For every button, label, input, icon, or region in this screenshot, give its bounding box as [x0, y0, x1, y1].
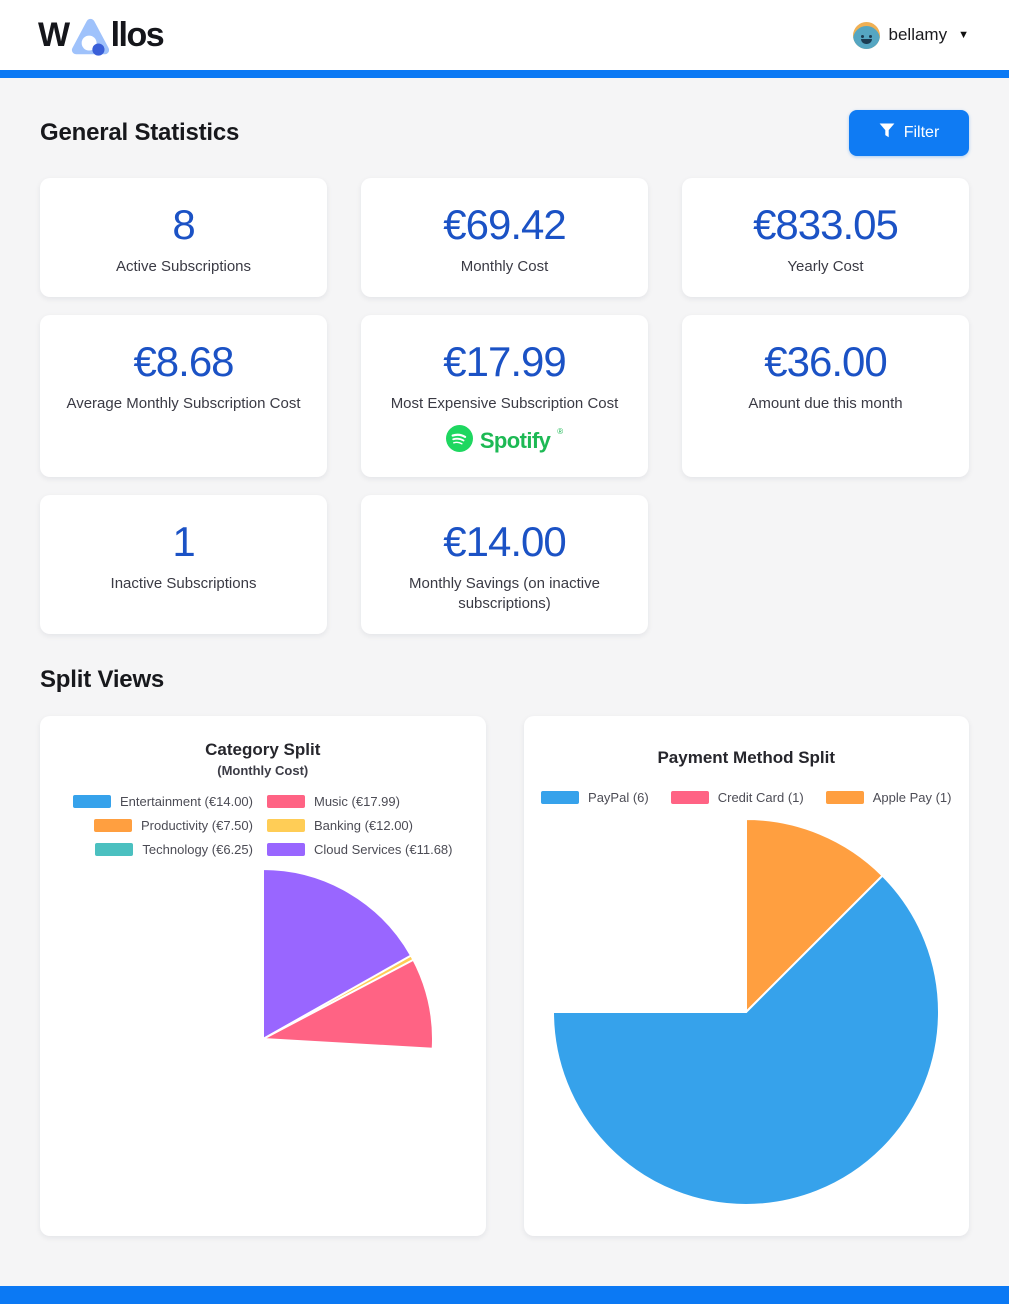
filter-button-label: Filter — [903, 124, 940, 141]
legend-label: Banking (€12.00) — [313, 818, 413, 834]
chart-subtitle: (Monthly Cost) — [217, 763, 309, 779]
bottom-accent-bar — [0, 1286, 1009, 1304]
app-header: W llos bellamy ▼ — [0, 0, 1009, 70]
wallos-logo[interactable]: W llos — [38, 12, 165, 58]
username: bellamy — [888, 25, 948, 44]
payment-method-pie-chart[interactable] — [551, 817, 941, 1207]
general-statistics-header: General Statistics Filter — [40, 110, 969, 156]
stat-label: Inactive Subscriptions — [110, 574, 257, 592]
chart-title: Payment Method Split — [657, 748, 836, 768]
payment-method-split-card: Payment Method Split PayPal (6) Credit C… — [523, 716, 969, 1237]
legend-label: Cloud Services (€11.68) — [313, 842, 453, 858]
legend-swatch — [541, 791, 580, 805]
stat-card-most-expensive: €17.99 Most Expensive Subscription Cost … — [361, 315, 648, 477]
legend-item-paypal[interactable]: PayPal (6) — [541, 790, 649, 805]
legend-swatch — [73, 795, 112, 809]
avatar-eye — [860, 34, 864, 38]
stat-card-amount-due: €36.00 Amount due this month — [682, 315, 969, 477]
stat-label: Yearly Cost — [787, 258, 864, 276]
filter-button[interactable]: Filter — [849, 110, 969, 156]
stat-label: Monthly Savings (on inactive subscriptio… — [409, 574, 600, 613]
user-menu[interactable]: bellamy ▼ — [852, 21, 969, 49]
pie-slice-cloud-services[interactable] — [261, 868, 412, 1041]
stat-value: €8.68 — [133, 338, 234, 386]
funnel-icon — [879, 123, 895, 143]
category-split-pie-chart[interactable] — [89, 865, 437, 1213]
stat-card-active-subscriptions: 8 Active Subscriptions — [40, 178, 327, 298]
stat-value: 8 — [172, 201, 195, 248]
legend-label: PayPal (6) — [588, 790, 649, 806]
legend-label: Apple Pay (1) — [872, 790, 952, 806]
avatar-mouth — [860, 38, 872, 44]
category-pie-wrap — [89, 865, 437, 1218]
spotify-wordmark: Spotify — [479, 427, 551, 453]
chart-title: Category Split — [205, 740, 321, 760]
avatar — [852, 21, 880, 49]
legend-swatch — [95, 843, 134, 857]
stat-cards-grid: 8 Active Subscriptions €69.42 Monthly Co… — [40, 178, 969, 635]
payment-legend: PayPal (6) Credit Card (1) Apple Pay (1) — [541, 790, 951, 805]
stat-card-average-monthly-cost: €8.68 Average Monthly Subscription Cost — [40, 315, 327, 477]
category-legend: Entertainment (€14.00) Music (€17.99) Pr… — [73, 794, 452, 857]
legend-swatch — [670, 791, 709, 805]
avatar-eye — [868, 34, 872, 38]
legend-label: Productivity (€7.50) — [140, 818, 253, 834]
legend-item-apple-pay[interactable]: Apple Pay (1) — [825, 790, 952, 806]
logo-text-w: W — [38, 15, 70, 54]
legend-swatch — [825, 791, 864, 805]
logo-text-llos: llos — [110, 15, 165, 54]
charts-grid: Category Split (Monthly Cost) Entertainm… — [40, 716, 969, 1237]
stat-value: €17.99 — [443, 338, 566, 386]
legend-item-credit-card[interactable]: Credit Card (1) — [670, 790, 804, 806]
stat-card-monthly-savings: €14.00 Monthly Savings (on inactive subs… — [361, 494, 648, 635]
stat-label: Active Subscriptions — [115, 258, 252, 276]
legend-label: Credit Card (1) — [717, 790, 804, 806]
page-title: General Statistics — [40, 119, 240, 146]
avatar-face-icon — [852, 25, 880, 49]
pie-slice-apple-pay[interactable] — [745, 818, 884, 1014]
stat-label: Monthly Cost — [460, 258, 549, 276]
stat-label: Most Expensive Subscription Cost — [390, 395, 619, 413]
stat-value: €36.00 — [764, 338, 887, 386]
stat-label: Average Monthly Subscription Cost — [66, 395, 301, 413]
top-accent-bar — [0, 70, 1009, 78]
legend-label: Entertainment (€14.00) — [120, 794, 253, 810]
split-views-title: Split Views — [40, 666, 165, 694]
spotify-logo: Spotify ® — [445, 424, 564, 457]
stat-value: €14.00 — [443, 517, 566, 565]
stat-value: €833.05 — [753, 201, 899, 248]
legend-item-technology[interactable]: Technology (€6.25) — [95, 842, 253, 857]
stat-card-monthly-cost: €69.42 Monthly Cost — [361, 178, 648, 298]
logo-triangle-icon — [69, 12, 111, 58]
stat-card-inactive-subscriptions: 1 Inactive Subscriptions — [40, 494, 327, 635]
legend-item-banking[interactable]: Banking (€12.00) — [266, 818, 413, 834]
category-split-card: Category Split (Monthly Cost) Entertainm… — [40, 716, 486, 1237]
legend-item-music[interactable]: Music (€17.99) — [266, 794, 400, 810]
payment-pie-wrap — [551, 817, 941, 1212]
legend-item-productivity[interactable]: Productivity (€7.50) — [93, 818, 253, 834]
stat-value: 1 — [172, 517, 195, 565]
legend-swatch — [266, 843, 305, 857]
legend-item-entertainment[interactable]: Entertainment (€14.00) — [73, 794, 253, 809]
legend-item-cloud-services[interactable]: Cloud Services (€11.68) — [266, 842, 453, 858]
spotify-icon — [445, 424, 473, 457]
legend-label: Music (€17.99) — [313, 794, 400, 810]
main-content: General Statistics Filter 8 Active Subsc… — [0, 78, 1009, 1286]
chevron-down-icon[interactable]: ▼ — [958, 29, 969, 41]
registered-mark-icon: ® — [557, 426, 564, 436]
legend-label: Technology (€6.25) — [142, 842, 253, 858]
stat-card-yearly-cost: €833.05 Yearly Cost — [682, 178, 969, 298]
stat-label: Amount due this month — [748, 395, 903, 413]
legend-swatch — [266, 819, 305, 833]
stat-value: €69.42 — [443, 201, 566, 248]
legend-swatch — [266, 795, 305, 809]
legend-swatch — [93, 819, 132, 833]
